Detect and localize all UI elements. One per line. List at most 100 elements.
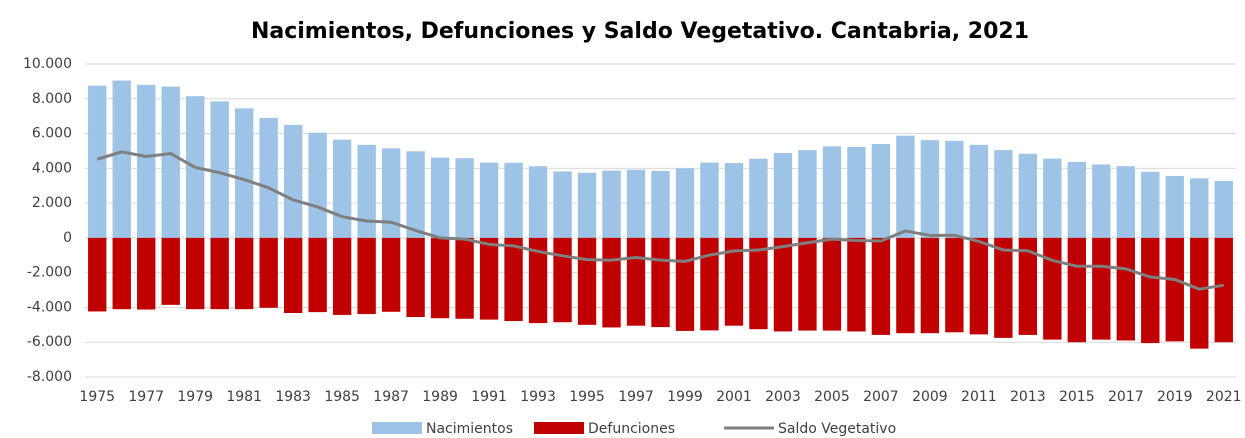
bar [749, 158, 768, 238]
bar [1067, 237, 1087, 343]
bar [210, 101, 229, 238]
bar [88, 237, 107, 312]
bar [1190, 178, 1209, 238]
bar [773, 153, 793, 238]
bar [700, 162, 719, 238]
chart-title: Nacimientos, Defunciones y Saldo Vegetat… [251, 19, 1029, 44]
x-tick-label: 2013 [1010, 389, 1046, 405]
x-tick-label: 1991 [471, 389, 507, 405]
bar [651, 170, 670, 238]
bar [822, 146, 842, 238]
bar [577, 237, 597, 325]
bar [308, 237, 327, 313]
bar [626, 237, 646, 326]
y-tick-label: 6.000 [32, 126, 72, 142]
bar [112, 80, 131, 238]
bar [651, 237, 670, 328]
y-tick-label: 4.000 [32, 160, 72, 176]
bar [1141, 237, 1160, 344]
x-tick-label: 2005 [814, 389, 850, 405]
bar [234, 108, 254, 238]
bar [920, 237, 940, 334]
bar [847, 146, 866, 238]
bar [1092, 164, 1111, 238]
bar [577, 172, 597, 238]
x-tick-label: 1983 [275, 389, 311, 405]
bar [1214, 180, 1233, 238]
bar [724, 237, 744, 326]
y-tick-label: -6.000 [27, 334, 72, 350]
x-tick-label: 2015 [1059, 389, 1095, 405]
bar [1141, 171, 1160, 238]
bar [1165, 175, 1184, 238]
y-tick-label: 10.000 [23, 56, 72, 72]
x-tick-label: 1981 [226, 389, 262, 405]
bar [479, 162, 499, 238]
bar [161, 237, 180, 305]
bar [1043, 158, 1062, 238]
x-tick-label: 1993 [520, 389, 556, 405]
bar [847, 237, 866, 332]
bar [259, 237, 278, 308]
bar [602, 170, 621, 238]
bar [381, 237, 401, 312]
y-tick-label: 8.000 [32, 91, 72, 107]
y-tick-label: 2.000 [32, 195, 72, 211]
bar [1043, 237, 1062, 340]
bar [479, 237, 499, 320]
legend-swatch [534, 422, 584, 434]
bar [749, 237, 768, 330]
bar [504, 162, 523, 238]
x-tick-label: 1975 [79, 389, 115, 405]
x-tick-label: 1999 [667, 389, 703, 405]
bar [896, 135, 915, 238]
x-tick-label: 2021 [1206, 389, 1242, 405]
bar [994, 237, 1013, 338]
bar [798, 237, 817, 331]
bar [1092, 237, 1111, 340]
bar [798, 150, 817, 238]
legend-label: Nacimientos [426, 421, 513, 437]
x-tick-label: 1997 [618, 389, 654, 405]
bar [332, 139, 352, 238]
legend-label: Saldo Vegetativo [778, 421, 896, 437]
bar [969, 144, 989, 238]
y-tick-label: 0 [63, 230, 72, 246]
x-tick-label: 2017 [1108, 389, 1144, 405]
legend-swatch [372, 422, 422, 434]
bar [945, 237, 964, 333]
x-tick-label: 1979 [177, 389, 213, 405]
x-tick-label: 2019 [1157, 389, 1193, 405]
bar [430, 157, 450, 238]
x-tick-label: 1985 [324, 389, 360, 405]
bar [1165, 237, 1184, 342]
bar [528, 237, 548, 324]
bar [1018, 237, 1038, 335]
bar [430, 237, 450, 319]
bar [1190, 237, 1209, 349]
bar [186, 237, 205, 310]
bar [1018, 153, 1038, 238]
bar [920, 140, 940, 238]
y-tick-label: -2.000 [27, 265, 72, 281]
line [96, 150, 1225, 291]
bar [332, 237, 352, 315]
x-tick-label: 1977 [128, 389, 164, 405]
x-tick-label: 2009 [912, 389, 948, 405]
bar [528, 166, 548, 238]
bar [455, 237, 474, 319]
legend-label: Defunciones [588, 421, 675, 437]
x-tick-label: 2003 [765, 389, 801, 405]
bar [504, 237, 523, 322]
bar [406, 151, 425, 238]
x-tick-label: 1987 [373, 389, 409, 405]
bar [137, 84, 156, 238]
bar [381, 148, 401, 238]
bar [308, 132, 327, 238]
bar [210, 237, 229, 310]
bar [553, 171, 572, 238]
bar [724, 163, 744, 238]
bar [553, 237, 572, 323]
bar [259, 117, 278, 238]
